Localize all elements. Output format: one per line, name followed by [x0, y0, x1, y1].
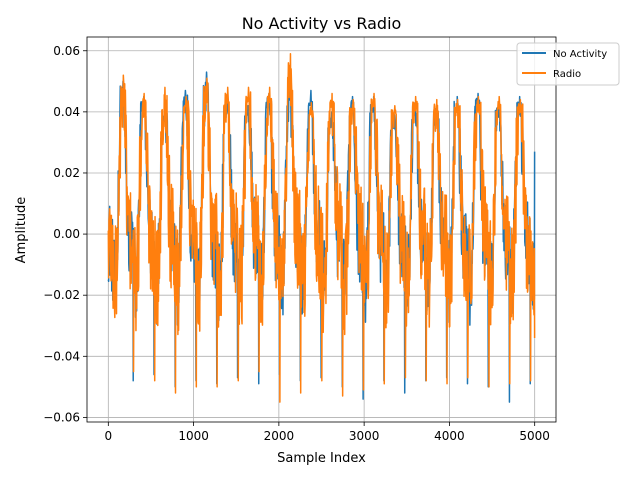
- y-tick-label: 0.06: [53, 44, 80, 58]
- series-line-radio: [107, 53, 536, 403]
- y-tick-label: 0.04: [53, 105, 80, 119]
- y-tick-label: −0.06: [43, 410, 80, 424]
- x-tick-label: 5000: [519, 429, 550, 443]
- y-axis-label: Amplitude: [14, 197, 29, 264]
- legend-label-no-activity: No Activity: [553, 49, 607, 60]
- y-tick-label: −0.04: [43, 349, 80, 363]
- axis-ticks: 0 1000 2000 3000 4000 5000 −0.06 −0.04 −0.02 0.00…: [43, 44, 550, 443]
- x-axis-label: Sample Index: [277, 451, 366, 466]
- axes-frame: [86, 36, 557, 423]
- legend: No Activity Radio: [516, 42, 620, 86]
- x-tick-label: 2000: [264, 429, 295, 443]
- x-tick-label: 4000: [434, 429, 465, 443]
- chart-title: No Activity vs Radio: [242, 14, 402, 33]
- y-tick-label: −0.02: [43, 288, 80, 302]
- y-tick-label: 0.02: [53, 166, 80, 180]
- legend-label-radio: Radio: [553, 69, 581, 80]
- x-tick-label: 1000: [178, 429, 209, 443]
- x-tick-label: 0: [104, 429, 112, 443]
- x-tick-label: 3000: [349, 429, 380, 443]
- plot-series: [107, 53, 536, 403]
- y-tick-label: 0.00: [53, 227, 80, 241]
